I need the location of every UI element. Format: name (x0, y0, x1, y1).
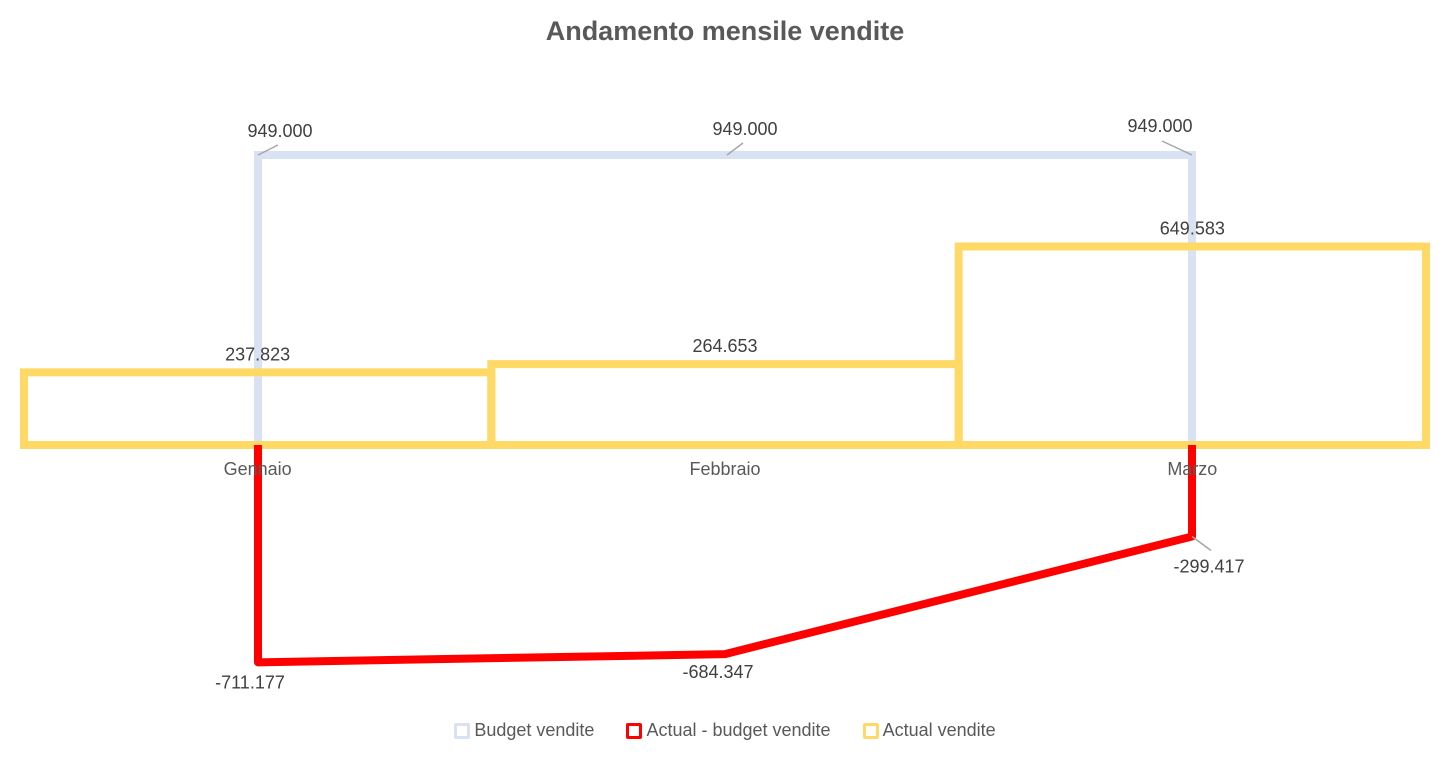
budget-label-gennaio-leader (257, 144, 279, 156)
legend-item-actual[interactable]: Actual vendite (862, 720, 996, 741)
legend-swatch-difference (626, 722, 643, 739)
difference-label-marzo: -299.417 (1173, 556, 1244, 576)
category-label-febbraio: Febbraio (689, 459, 760, 479)
budget-label-febbraio-leader (726, 142, 744, 156)
category-label-gennaio: Gennaio (224, 459, 292, 479)
chart-title: Andamento mensile vendite (545, 16, 905, 46)
actual-label-marzo: 649.583 (1160, 218, 1225, 238)
actual-bar-febbraio (487, 360, 963, 450)
legend-label-budget: Budget vendite (474, 720, 595, 740)
difference-label-marzo-leader (1191, 535, 1212, 552)
legend-item-budget[interactable]: Budget vendite (454, 720, 594, 741)
actual-label-gennaio: 237.823 (225, 344, 290, 364)
budget-label-marzo: 949.000 (1127, 116, 1192, 136)
budget-label-marzo-leader (1161, 140, 1193, 156)
difference-line (254, 445, 1196, 667)
budget-line (254, 151, 1196, 445)
budget-label-febbraio: 949.000 (712, 119, 777, 139)
category-labels: Gennaio Febbraio Marzo (224, 459, 1218, 479)
difference-label-febbraio: -684.347 (682, 662, 753, 682)
legend-item-difference[interactable]: Actual - budget vendite (626, 720, 831, 741)
difference-series (254, 445, 1196, 667)
difference-label-gennaio: -711.177 (215, 672, 285, 692)
category-label-marzo: Marzo (1167, 459, 1217, 479)
budget-label-gennaio: 949.000 (247, 121, 312, 141)
legend-swatch-actual (862, 722, 879, 739)
legend-swatch-budget (454, 722, 471, 739)
data-labels: 949.000 949.000 949.000 237.823 264.653 649.5… (215, 116, 1244, 692)
legend-label-actual: Actual vendite (882, 720, 996, 740)
actual-label-febbraio: 264.653 (692, 336, 757, 356)
budget-series (254, 151, 1196, 445)
legend-label-difference: Actual - budget vendite (646, 720, 831, 740)
chart-legend: Budget vendite Actual - budget vendite A… (0, 720, 1450, 741)
